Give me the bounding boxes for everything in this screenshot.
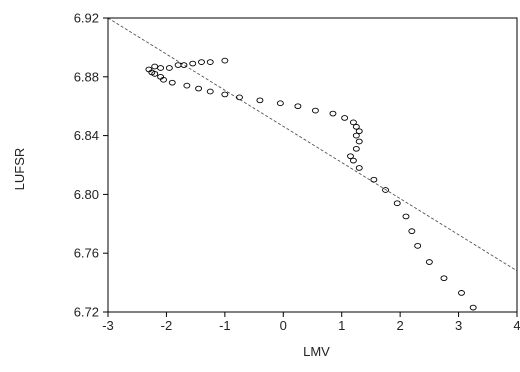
data-point: [440, 275, 448, 282]
data-point: [236, 94, 243, 101]
data-point: [160, 76, 167, 83]
y-axis-title: LUFSR: [12, 148, 27, 191]
x-tick-label: 4: [513, 318, 520, 333]
fitted-line-layer: [107, 17, 518, 272]
fitted-line: [107, 17, 518, 272]
data-point: [408, 228, 416, 235]
data-point: [221, 57, 229, 64]
x-tick-label: -2: [161, 318, 173, 333]
data-point: [458, 290, 465, 296]
y-tick-label: 6.72: [74, 305, 99, 320]
y-tick-label: 6.76: [74, 246, 99, 261]
data-point: [157, 65, 165, 71]
y-tick-label: 6.88: [74, 69, 99, 84]
data-point: [352, 145, 360, 152]
y-tick-label: 6.92: [74, 11, 99, 26]
x-axis: -3 -2 -1 0 1 2 3 4: [102, 312, 520, 333]
data-points-layer: [145, 57, 477, 311]
data-point: [329, 110, 337, 117]
data-point: [294, 103, 302, 110]
data-point: [382, 187, 389, 193]
data-point: [425, 259, 433, 265]
data-point: [352, 132, 360, 139]
data-point: [393, 200, 401, 207]
data-point: [349, 119, 357, 126]
x-tick-label: 0: [280, 318, 287, 333]
data-point: [189, 60, 197, 67]
data-point: [221, 91, 229, 98]
y-axis: 6.72 6.76 6.80 6.84 6.88 6.92: [74, 11, 108, 320]
data-point: [355, 165, 363, 171]
data-point: [151, 63, 159, 70]
data-point: [256, 97, 264, 104]
data-point: [414, 243, 422, 249]
plot-frame: [107, 17, 518, 313]
data-point: [311, 107, 319, 114]
data-point: [198, 59, 205, 65]
x-tick-label: -3: [102, 318, 114, 333]
data-point: [349, 157, 357, 164]
x-tick-label: -1: [219, 318, 231, 333]
data-point: [183, 82, 191, 89]
data-point: [355, 138, 363, 145]
data-point: [206, 88, 214, 95]
data-point: [355, 128, 363, 135]
x-tick-label: 3: [455, 318, 462, 333]
y-tick-label: 6.84: [74, 128, 99, 143]
x-axis-title: LMV: [303, 344, 330, 359]
data-point: [370, 176, 378, 183]
data-point: [341, 115, 349, 121]
x-tick-label: 2: [397, 318, 404, 333]
data-point: [276, 100, 284, 107]
data-point: [168, 79, 176, 86]
data-point: [195, 85, 203, 92]
data-point: [352, 123, 360, 130]
data-point: [402, 213, 410, 220]
data-point: [180, 62, 188, 68]
data-point: [165, 65, 173, 71]
data-point: [174, 62, 182, 68]
y-tick-label: 6.80: [74, 187, 99, 202]
data-point: [151, 71, 159, 77]
data-point: [347, 153, 354, 160]
data-point: [469, 304, 477, 311]
data-point: [206, 59, 214, 65]
x-tick-label: 1: [338, 318, 345, 333]
